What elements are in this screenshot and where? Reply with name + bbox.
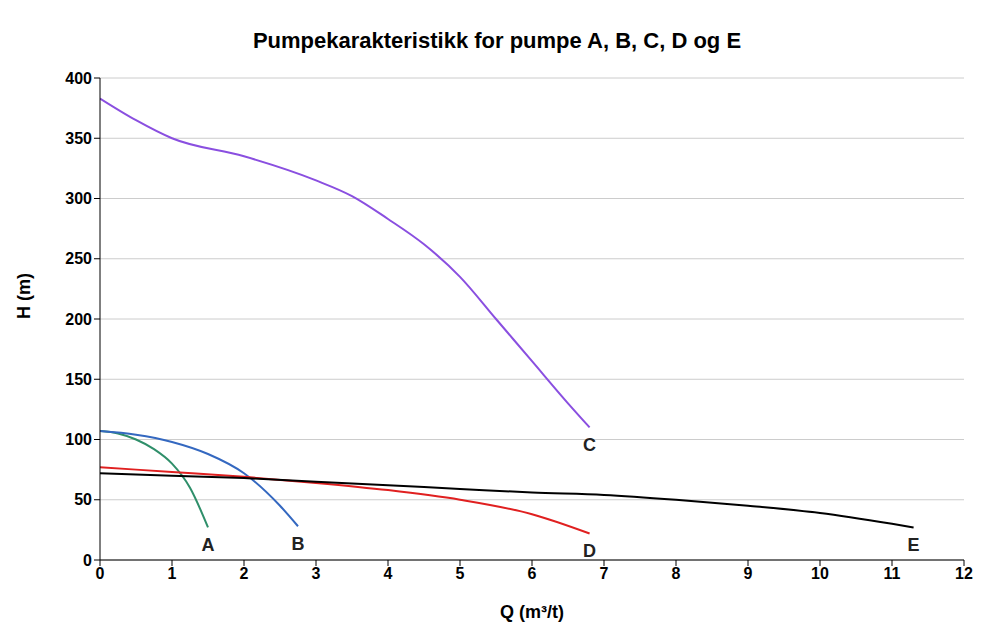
svg-text:0: 0 <box>96 565 105 582</box>
svg-text:8: 8 <box>672 565 681 582</box>
svg-text:400: 400 <box>65 70 92 87</box>
svg-text:12: 12 <box>955 565 973 582</box>
svg-text:A: A <box>202 535 215 555</box>
svg-text:200: 200 <box>65 311 92 328</box>
svg-text:50: 50 <box>74 491 92 508</box>
svg-text:D: D <box>583 541 596 561</box>
svg-text:4: 4 <box>384 565 393 582</box>
svg-text:1: 1 <box>168 565 177 582</box>
svg-text:150: 150 <box>65 371 92 388</box>
svg-text:5: 5 <box>456 565 465 582</box>
svg-text:Q (m³/t): Q (m³/t) <box>500 602 564 622</box>
html-text:Pumpekarakteristikk for pumpe: Pumpekarakteristikk for pumpe A, B, C, D… <box>252 28 742 53</box>
svg-text:350: 350 <box>65 130 92 147</box>
svg-text:E: E <box>908 535 920 555</box>
svg-text:11: 11 <box>884 565 901 582</box>
svg-text:9: 9 <box>744 565 753 582</box>
svg-text:3: 3 <box>312 565 321 582</box>
svg-text:H (m): H (m) <box>14 273 34 319</box>
svg-text:300: 300 <box>65 190 92 207</box>
svg-text:B: B <box>292 534 305 554</box>
svg-text:C: C <box>583 435 596 455</box>
svg-text:6: 6 <box>528 565 537 582</box>
svg-text:7: 7 <box>600 565 609 582</box>
svg-text:0: 0 <box>83 552 92 569</box>
svg-text:100: 100 <box>65 431 92 448</box>
svg-text:10: 10 <box>811 565 829 582</box>
svg-text:250: 250 <box>65 250 92 267</box>
svg-text:2: 2 <box>240 565 249 582</box>
